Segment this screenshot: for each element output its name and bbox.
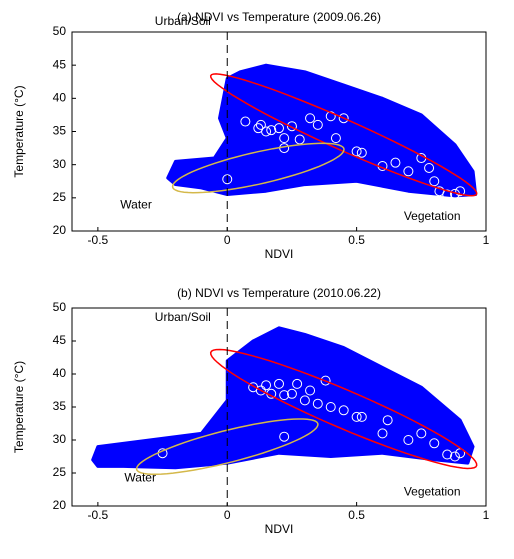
sample-point — [305, 113, 316, 124]
sample-point — [274, 378, 284, 389]
y-tick-label: 20 — [53, 223, 67, 237]
sample-point — [429, 176, 440, 187]
sample-point — [261, 126, 272, 137]
point-cloud — [166, 63, 478, 198]
x-tick-label: -0.5 — [88, 233, 109, 247]
y-tick-label: 45 — [53, 333, 67, 347]
y-tick-label: 50 — [53, 300, 67, 314]
y-tick-label: 35 — [53, 399, 67, 413]
sample-point — [294, 134, 305, 145]
x-tick-label: 0 — [224, 233, 231, 247]
sample-point — [455, 186, 466, 197]
sample-point — [325, 402, 336, 412]
sample-point — [424, 162, 435, 173]
sample-point — [351, 411, 362, 422]
x-tick-label: 1 — [483, 233, 490, 247]
x-tick-label: 0.5 — [348, 233, 365, 247]
y-tick-label: 40 — [53, 91, 67, 105]
sample-point — [286, 388, 297, 399]
x-axis-label: NDVI — [265, 247, 294, 261]
sample-point — [255, 385, 266, 396]
y-tick-label: 25 — [53, 465, 67, 479]
sample-point — [266, 125, 277, 136]
y-tick-label: 30 — [53, 432, 67, 446]
y-tick-label: 40 — [53, 366, 67, 380]
annotation: Urban/Soil — [155, 14, 211, 28]
sample-point — [305, 385, 316, 396]
cluster-ellipse — [171, 142, 345, 194]
sample-point — [261, 380, 272, 391]
x-tick-label: -0.5 — [88, 508, 109, 522]
sample-point — [274, 123, 284, 134]
y-tick-label: 20 — [53, 498, 67, 512]
y-axis-label: Temperature (°C) — [12, 85, 26, 177]
sample-point — [390, 157, 401, 168]
annotation: Water — [120, 197, 152, 211]
annotation: Water — [124, 470, 156, 484]
sample-point — [416, 428, 427, 439]
cluster-ellipse — [209, 73, 478, 197]
sample-point — [377, 428, 388, 439]
sample-point — [382, 415, 393, 426]
sample-point — [338, 405, 349, 416]
annotation: Vegetation — [404, 209, 461, 223]
sample-point — [240, 116, 251, 127]
chart-title: (a) NDVI vs Temperature (2009.06.26) — [177, 10, 381, 24]
sample-point — [312, 398, 323, 409]
sample-point — [286, 121, 297, 132]
sample-point — [442, 189, 453, 200]
sample-point — [330, 133, 341, 144]
x-tick-label: 0.5 — [348, 508, 365, 522]
sample-point — [338, 113, 349, 124]
cluster-ellipse — [209, 348, 478, 470]
y-tick-label: 25 — [53, 190, 67, 204]
cluster-ellipse — [135, 418, 319, 475]
x-tick-label: 0 — [224, 508, 231, 522]
sample-point — [312, 119, 323, 130]
sample-point — [356, 411, 367, 422]
sample-point — [320, 375, 331, 386]
x-axis-label: NDVI — [265, 522, 294, 536]
sample-point — [255, 119, 266, 130]
sample-point — [222, 174, 233, 185]
plot-layer — [91, 326, 478, 475]
annotation: Urban/Soil — [155, 310, 211, 324]
sample-point — [356, 147, 367, 158]
sample-point — [351, 146, 362, 157]
sample-point — [403, 166, 414, 177]
sample-point — [429, 438, 440, 449]
sample-point — [299, 395, 310, 406]
sample-point — [449, 451, 460, 462]
x-tick-label: 1 — [483, 508, 490, 522]
sample-point — [442, 449, 453, 460]
y-tick-label: 50 — [53, 24, 67, 38]
sample-point — [279, 133, 290, 144]
y-tick-label: 45 — [53, 57, 67, 71]
sample-point — [403, 435, 414, 445]
sample-point — [279, 390, 290, 401]
y-axis-label: Temperature (°C) — [12, 361, 26, 453]
chart-title: (b) NDVI vs Temperature (2010.06.22) — [177, 286, 381, 300]
sample-point — [279, 431, 290, 442]
y-tick-label: 35 — [53, 124, 67, 138]
annotation: Vegetation — [404, 484, 461, 498]
sample-point — [292, 378, 303, 389]
plot-layer — [166, 63, 478, 200]
y-tick-label: 30 — [53, 157, 67, 171]
